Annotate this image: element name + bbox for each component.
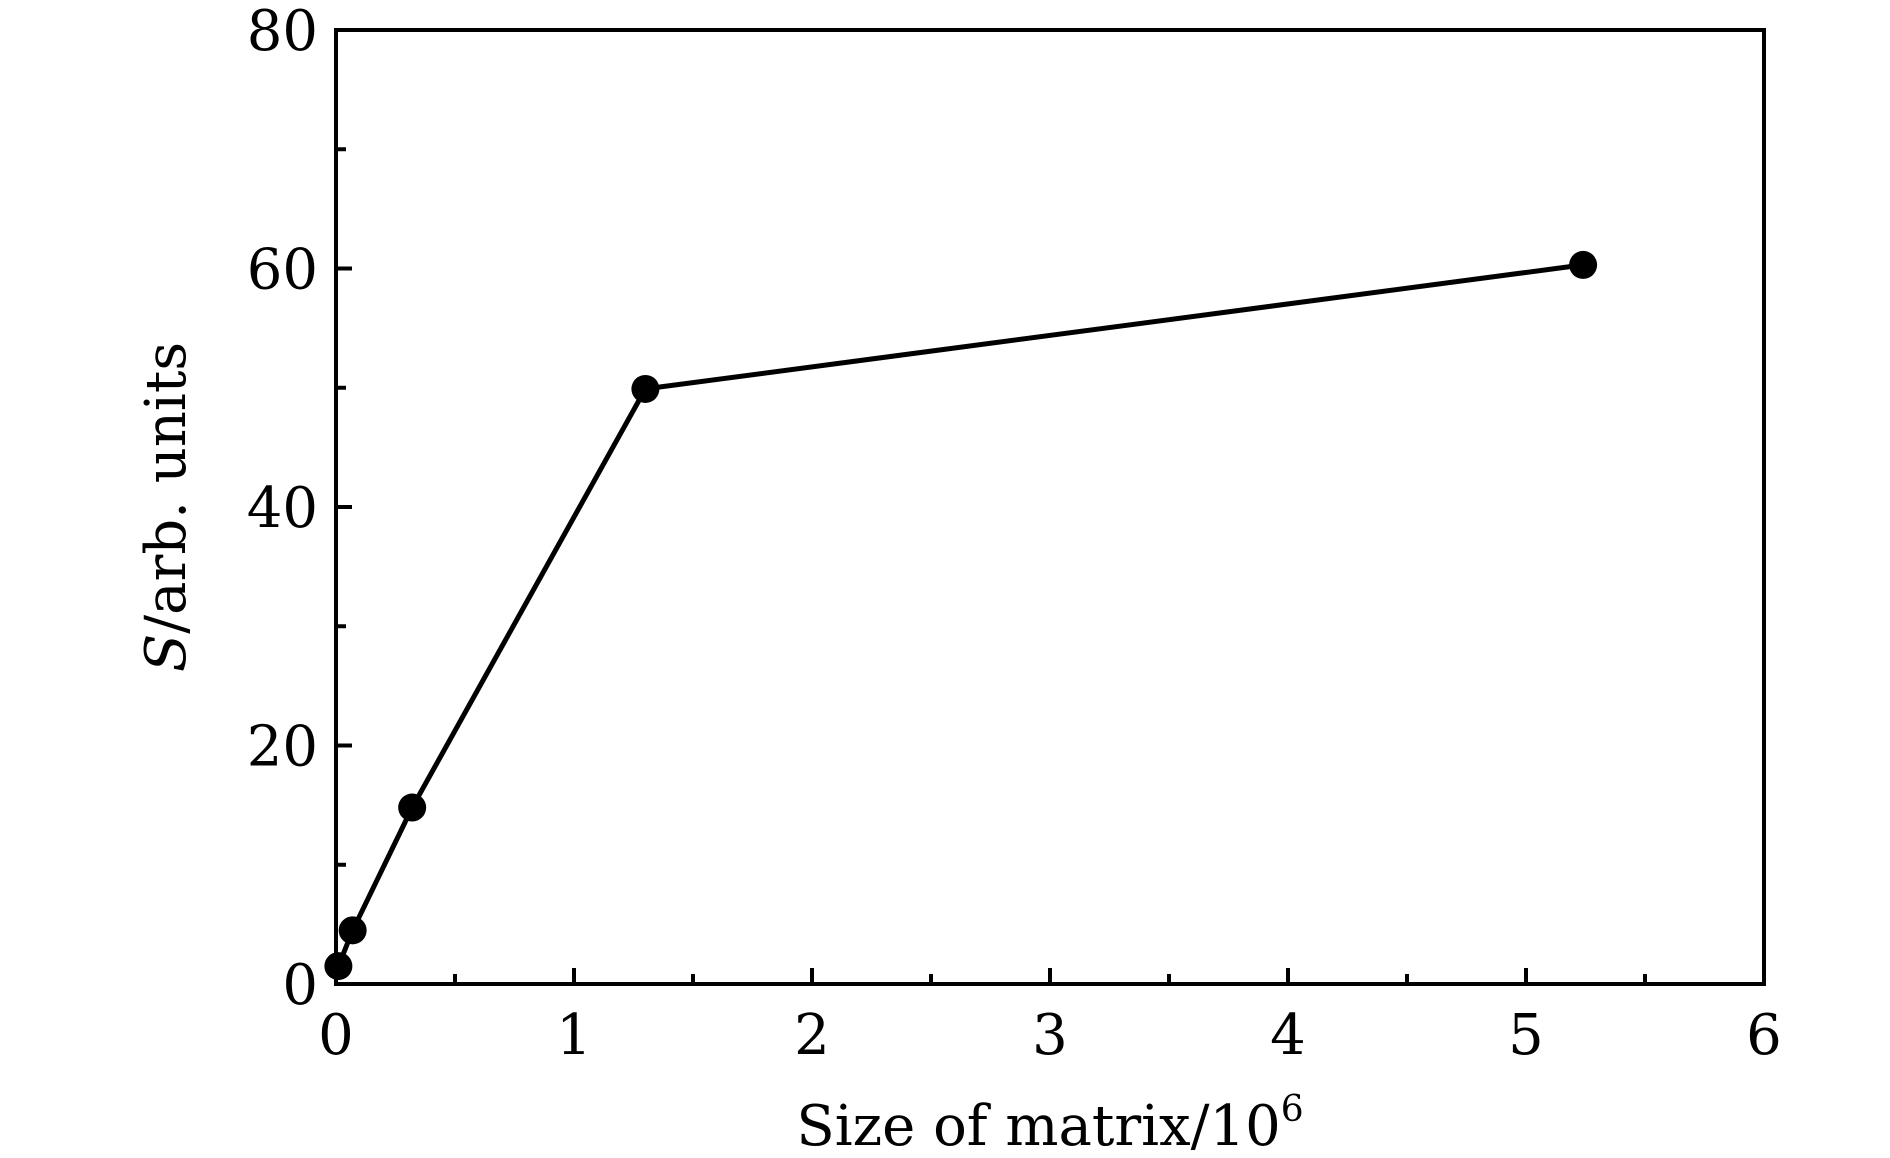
y-tick-label: 20 <box>247 715 318 780</box>
plot-frame <box>334 28 1766 986</box>
x-tick-label: 3 <box>1032 1003 1068 1068</box>
y-axis-title-symbol: S <box>134 634 199 672</box>
series-line <box>336 262 1584 968</box>
series-layer <box>324 250 1598 981</box>
x-axis-title: Size of matrix/106 <box>796 1089 1303 1158</box>
data-point <box>1569 250 1598 279</box>
x-tick-label: 6 <box>1746 1003 1782 1068</box>
y-tick-label: 80 <box>247 0 318 64</box>
y-tick-label: 40 <box>247 476 318 541</box>
x-tick-label: 1 <box>556 1003 592 1068</box>
y-tick-label: 0 <box>282 953 318 1018</box>
x-axis-title-superscript: 6 <box>1281 1089 1304 1130</box>
x-tick-label: 4 <box>1270 1003 1306 1068</box>
data-point <box>338 916 367 945</box>
data-point <box>324 952 353 981</box>
data-point <box>398 793 427 822</box>
x-tick-label: 2 <box>794 1003 830 1068</box>
x-tick-label: 5 <box>1508 1003 1544 1068</box>
y-tick-label: 60 <box>247 238 318 303</box>
data-point <box>631 374 660 403</box>
y-axis-title: S/arb. units <box>134 342 199 672</box>
x-tick-label: 0 <box>318 1003 354 1068</box>
